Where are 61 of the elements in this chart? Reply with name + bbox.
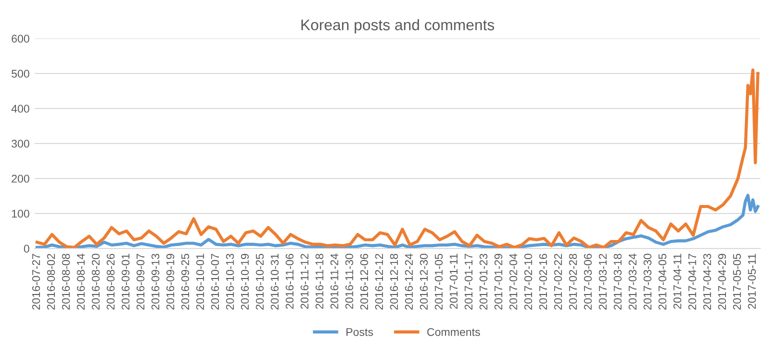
x-tick-label: 2016-08-20	[92, 254, 100, 310]
x-tick-label: 2017-04-05	[658, 254, 666, 310]
x-tick-label: 2016-08-26	[106, 254, 115, 310]
x-tick-label: 2017-02-16	[539, 254, 548, 310]
x-tick-label: 2017-03-12	[598, 254, 607, 310]
x-tick-label: 2016-12-18	[390, 254, 398, 310]
legend-label: Posts	[346, 328, 373, 336]
x-tick-label: 2016-10-07	[211, 254, 219, 310]
x-tick-label: 2016-09-19	[166, 254, 174, 310]
x-tick-label: 2016-07-27	[32, 254, 40, 310]
x-tick-label: 2016-09-25	[181, 254, 190, 310]
x-tick-label: 2017-05-11	[748, 254, 756, 309]
y-tick-label: 300	[12, 140, 30, 148]
x-tick-label: 2017-02-04	[509, 254, 518, 310]
x-tick-label: 2017-02-22	[554, 254, 562, 310]
x-tick-label: 2017-01-29	[494, 254, 502, 310]
line-series	[36, 194, 760, 248]
y-tick-label: 0	[24, 244, 30, 253]
x-tick-label: 2017-04-17	[688, 254, 696, 310]
x-tick-label: 2017-02-28	[569, 254, 577, 310]
x-tick-label: 2016-12-12	[375, 254, 384, 310]
x-tick-label: 2016-11-06	[286, 254, 294, 309]
x-tick-label: 2016-10-19	[240, 254, 249, 310]
x-tick-label: 2017-03-18	[614, 254, 622, 310]
x-tick-label: 2016-12-24	[404, 254, 413, 310]
x-tick-label: 2017-02-10	[524, 254, 532, 310]
x-tick-label: 2016-12-06	[360, 254, 368, 310]
x-tick-label: 2016-12-30	[420, 254, 428, 310]
x-tick-label: 2017-01-23	[480, 254, 488, 310]
line-series	[36, 68, 760, 248]
x-tick-label: 2016-08-02	[47, 254, 55, 310]
x-tick-label: 2017-05-05	[733, 254, 741, 310]
y-tick-label: 600	[12, 34, 30, 43]
x-tick-label: 2017-04-23	[703, 254, 712, 310]
x-tick-label: 2016-08-08	[62, 254, 70, 310]
x-tick-label: 2017-03-24	[628, 254, 637, 310]
x-tick-label: 2016-08-14	[76, 254, 85, 310]
x-tick-label: 2016-11-18	[316, 254, 324, 309]
y-tick-label: 500	[12, 70, 30, 78]
x-tick-label: 2017-01-11	[450, 254, 458, 309]
x-tick-label: 2016-09-07	[136, 254, 144, 310]
x-tick-label: 2016-10-01	[196, 254, 204, 310]
y-tick-label: 200	[12, 174, 30, 183]
y-tick-label: 400	[11, 104, 30, 113]
x-tick-label: 2017-04-11	[673, 254, 682, 309]
x-tick-label: 2017-01-17	[464, 254, 472, 310]
x-tick-label: 2017-03-30	[644, 254, 652, 310]
x-tick-label: 2017-01-05	[434, 254, 443, 310]
x-tick-label: 2017-04-29	[718, 254, 726, 310]
x-tick-label: 2016-09-13	[151, 254, 160, 310]
x-tick-label: 2016-11-12	[300, 254, 308, 309]
x-tick-label: 2016-09-01	[122, 254, 130, 310]
x-tick-label: 2016-10-13	[226, 254, 234, 310]
x-tick-label: 2017-03-06	[584, 254, 592, 310]
chart-title: Korean posts and comments	[301, 19, 494, 34]
x-tick-label: 2016-11-24	[330, 254, 338, 309]
x-tick-label: 2016-11-30	[345, 254, 354, 309]
y-tick-label: 100	[12, 210, 30, 218]
x-tick-label: 2016-10-25	[256, 254, 264, 310]
x-tick-label: 2016-10-31	[270, 254, 279, 310]
legend-label: Comments	[427, 328, 480, 336]
